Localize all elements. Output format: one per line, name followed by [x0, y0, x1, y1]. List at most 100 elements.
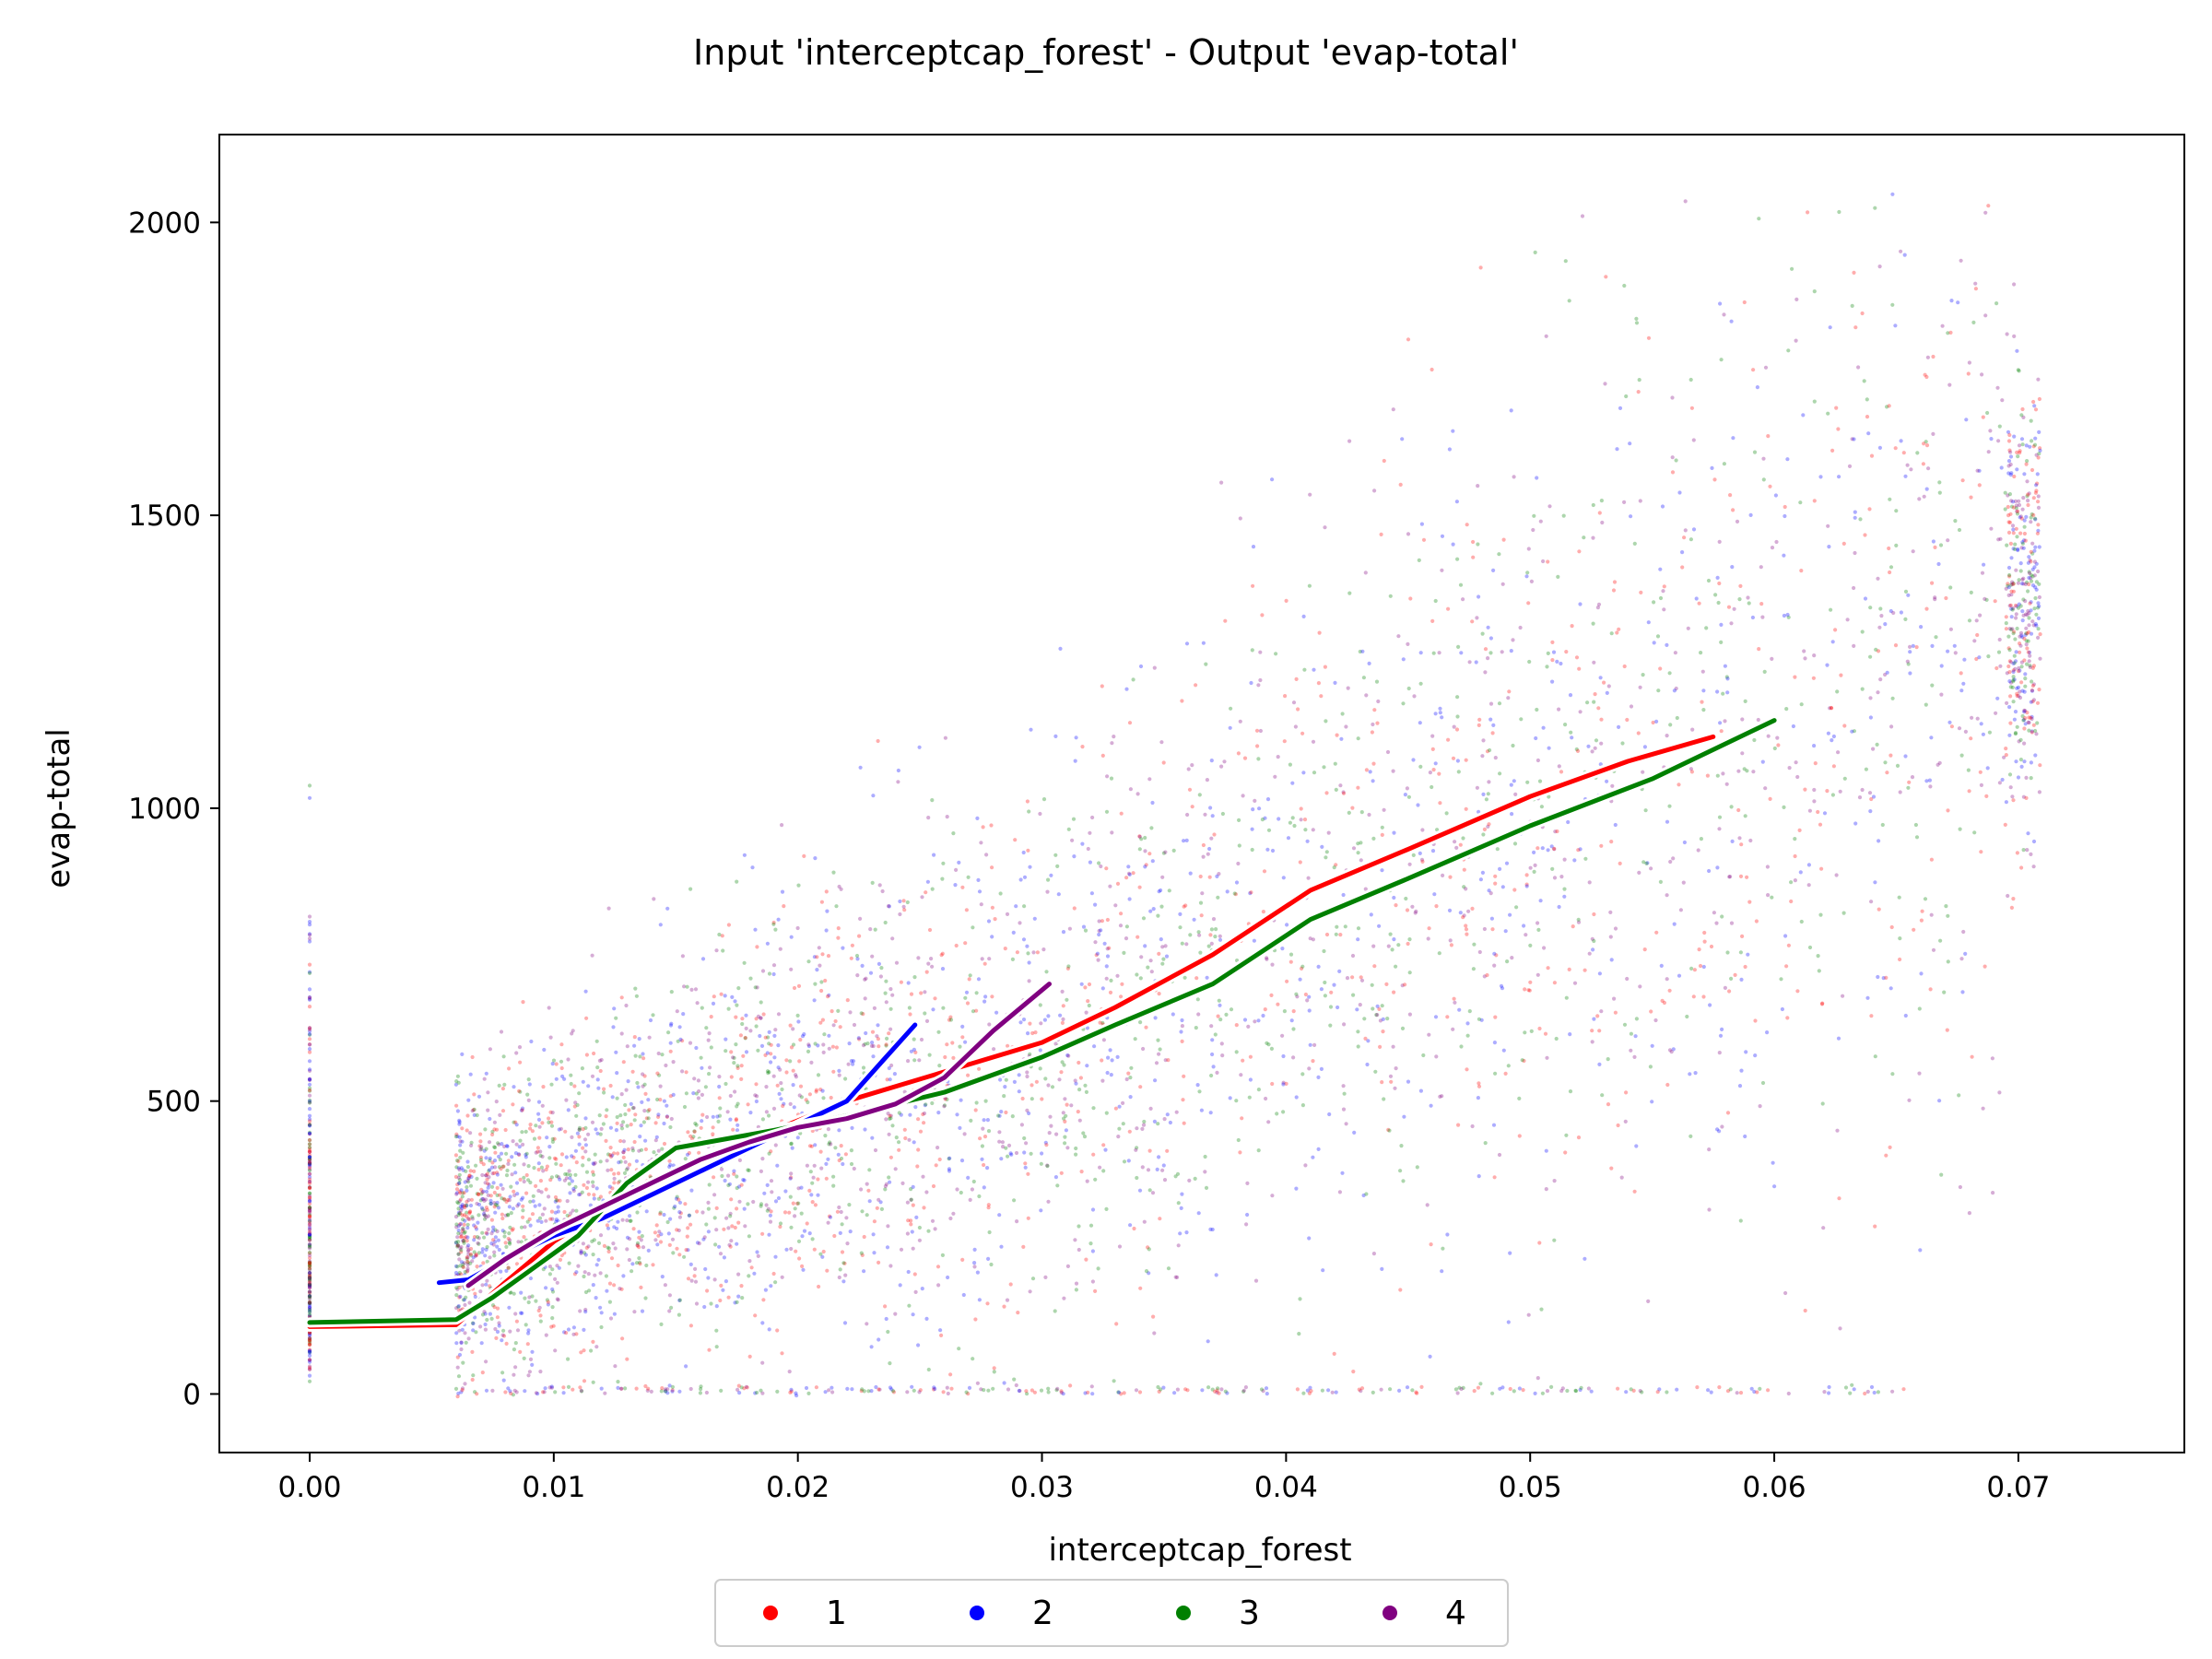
scatter-point — [1688, 1072, 1692, 1077]
scatter-point — [797, 1093, 802, 1098]
scatter-point — [2006, 530, 2012, 535]
scatter-point — [888, 1385, 893, 1390]
scatter-point — [1100, 753, 1105, 759]
scatter-point — [949, 1386, 954, 1391]
scatter-point — [2027, 491, 2031, 496]
scatter-point — [1456, 770, 1461, 774]
scatter-point — [2012, 677, 2017, 682]
scatter-point — [1099, 928, 1103, 933]
scatter-point — [545, 1298, 550, 1302]
scatter-point — [676, 1039, 680, 1043]
scatter-point — [1966, 371, 1971, 376]
scatter-point — [1624, 1390, 1629, 1394]
scatter-point — [789, 1171, 794, 1176]
scatter-point — [1243, 1385, 1248, 1390]
scatter-point — [1290, 816, 1295, 820]
scatter-point — [2035, 472, 2040, 477]
scatter-point — [454, 1222, 459, 1227]
scatter-point — [2006, 565, 2012, 571]
scatter-point — [1590, 1040, 1594, 1044]
scatter-point — [2013, 637, 2018, 641]
scatter-point — [459, 1260, 465, 1265]
scatter-point — [997, 1139, 1002, 1144]
scatter-point — [892, 1072, 898, 1077]
scatter-point — [2033, 595, 2038, 601]
scatter-point — [1104, 1111, 1109, 1115]
scatter-point — [1176, 1201, 1181, 1206]
scatter-point — [932, 853, 936, 857]
scatter-point — [662, 1099, 667, 1103]
scatter-point — [933, 1227, 937, 1231]
scatter-point — [753, 1093, 758, 1098]
scatter-point — [1564, 1133, 1569, 1137]
scatter-point — [1382, 458, 1386, 464]
scatter-point — [456, 1201, 461, 1206]
scatter-point — [1038, 1048, 1042, 1053]
scatter-point — [1506, 1320, 1511, 1324]
scatter-point — [1632, 1054, 1637, 1059]
scatter-point — [1794, 297, 1799, 301]
scatter-point — [1717, 1051, 1722, 1055]
scatter-point — [307, 1195, 312, 1200]
scatter-point — [1749, 1386, 1754, 1391]
scatter-point — [1836, 427, 1841, 431]
scatter-point — [1435, 828, 1440, 832]
scatter-point — [975, 1270, 980, 1275]
scatter-point — [493, 1228, 498, 1232]
scatter-point — [888, 1361, 892, 1366]
scatter-point — [2030, 512, 2034, 517]
scatter-point — [1115, 973, 1120, 978]
scatter-point — [1021, 850, 1026, 855]
scatter-point — [1141, 1046, 1146, 1052]
scatter-point — [788, 1023, 793, 1028]
scatter-point — [1347, 810, 1351, 816]
scatter-point — [805, 1221, 809, 1226]
scatter-point — [1216, 1386, 1220, 1391]
scatter-point — [1324, 932, 1330, 937]
scatter-point — [488, 1201, 493, 1206]
scatter-point — [931, 1183, 936, 1189]
scatter-point — [473, 1315, 477, 1320]
scatter-point — [1062, 1296, 1066, 1300]
scatter-point — [2031, 839, 2037, 844]
scatter-point — [527, 1370, 533, 1374]
scatter-point — [1455, 695, 1460, 700]
scatter-point — [877, 1260, 881, 1265]
scatter-point — [1187, 1178, 1192, 1182]
scatter-point — [731, 1127, 735, 1132]
scatter-point — [1477, 1017, 1481, 1021]
scatter-point — [470, 1259, 475, 1264]
scatter-point — [2029, 776, 2033, 781]
scatter-point — [475, 1192, 479, 1196]
scatter-point — [745, 1385, 749, 1390]
scatter-point — [2010, 607, 2015, 612]
scatter-point — [516, 1240, 521, 1244]
scatter-point — [1285, 923, 1289, 927]
scatter-point — [1334, 1390, 1338, 1394]
scatter-point — [1782, 553, 1786, 558]
scatter-point — [708, 1065, 712, 1070]
scatter-point — [2012, 474, 2017, 479]
scatter-point — [479, 1145, 484, 1149]
scatter-point — [1668, 859, 1673, 865]
scatter-point — [512, 1162, 517, 1167]
scatter-point — [307, 1026, 312, 1030]
scatter-point — [495, 1229, 500, 1234]
scatter-point — [756, 1014, 761, 1018]
scatter-point — [1360, 649, 1365, 653]
scatter-point — [1180, 1039, 1184, 1043]
scatter-point — [1058, 1013, 1063, 1018]
scatter-point — [1144, 1269, 1149, 1274]
scatter-point — [1535, 476, 1539, 480]
scatter-point — [1328, 1023, 1333, 1028]
scatter-point — [675, 1194, 679, 1199]
scatter-point — [794, 1075, 799, 1079]
scatter-point — [742, 1386, 747, 1391]
scatter-point — [1680, 565, 1685, 570]
scatter-point — [2036, 528, 2041, 533]
scatter-point — [307, 1124, 312, 1128]
scatter-point — [714, 1304, 719, 1309]
scatter-point — [2004, 753, 2008, 758]
scatter-point — [547, 1265, 553, 1269]
scatter-point — [1082, 1135, 1088, 1139]
